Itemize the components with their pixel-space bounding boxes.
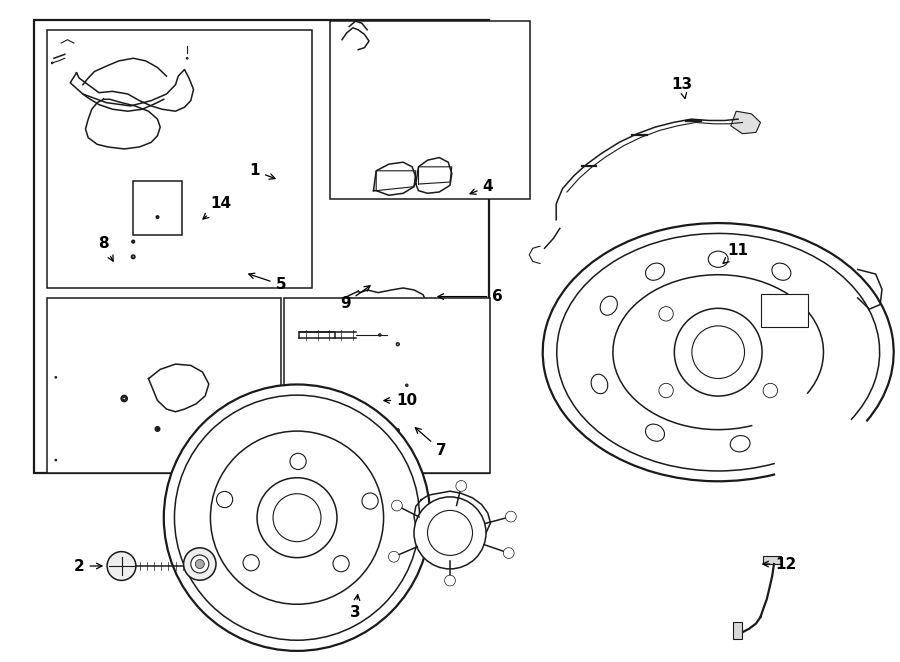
Bar [34,20,489,473]
Circle shape [55,377,57,378]
Circle shape [379,334,381,336]
Circle shape [377,433,379,436]
Text: 7: 7 [415,428,446,457]
Circle shape [506,511,517,522]
Circle shape [156,427,159,431]
Text: 10: 10 [384,393,418,408]
Circle shape [122,395,127,402]
Circle shape [763,307,778,321]
Circle shape [659,383,673,398]
Text: 1: 1 [249,164,275,179]
Circle shape [186,58,188,59]
Circle shape [406,384,408,387]
Circle shape [243,555,259,571]
Text: 14: 14 [203,197,231,219]
Bar [734,622,742,639]
Circle shape [191,555,209,573]
Circle shape [389,551,400,562]
Bar [761,294,808,327]
Polygon shape [731,111,760,134]
Circle shape [377,434,379,435]
Circle shape [132,240,134,243]
Circle shape [445,575,455,586]
Circle shape [355,307,356,309]
Circle shape [414,497,486,569]
Circle shape [164,385,430,651]
Circle shape [157,216,158,218]
Text: 3: 3 [350,594,361,620]
Text: 8: 8 [98,236,113,261]
Text: 13: 13 [671,77,693,99]
Circle shape [107,551,136,581]
Circle shape [51,62,53,64]
Circle shape [392,500,402,511]
Circle shape [375,311,377,314]
Bar [133,181,182,235]
Text: 4: 4 [470,179,493,194]
Circle shape [396,343,400,346]
Circle shape [400,307,401,309]
Circle shape [503,547,514,559]
Text: 12: 12 [763,557,796,571]
Circle shape [763,383,778,398]
Circle shape [456,481,467,491]
Text: 2: 2 [74,559,102,573]
Circle shape [184,548,216,580]
Bar [284,298,490,473]
Circle shape [396,429,400,432]
Circle shape [659,307,673,321]
Text: 11: 11 [723,243,749,263]
Circle shape [379,334,381,336]
Bar [47,298,281,473]
Bar [330,21,530,199]
Circle shape [257,478,337,557]
Circle shape [333,555,349,572]
Text: 5: 5 [248,273,286,292]
Circle shape [131,255,135,259]
Text: 9: 9 [340,286,370,310]
Circle shape [195,559,204,569]
Circle shape [217,491,233,508]
Circle shape [55,459,57,461]
Circle shape [362,493,378,509]
Circle shape [290,453,306,469]
Text: 6: 6 [438,289,503,304]
Bar [763,556,781,564]
Circle shape [156,203,159,205]
Circle shape [674,308,762,396]
Bar [47,30,312,288]
